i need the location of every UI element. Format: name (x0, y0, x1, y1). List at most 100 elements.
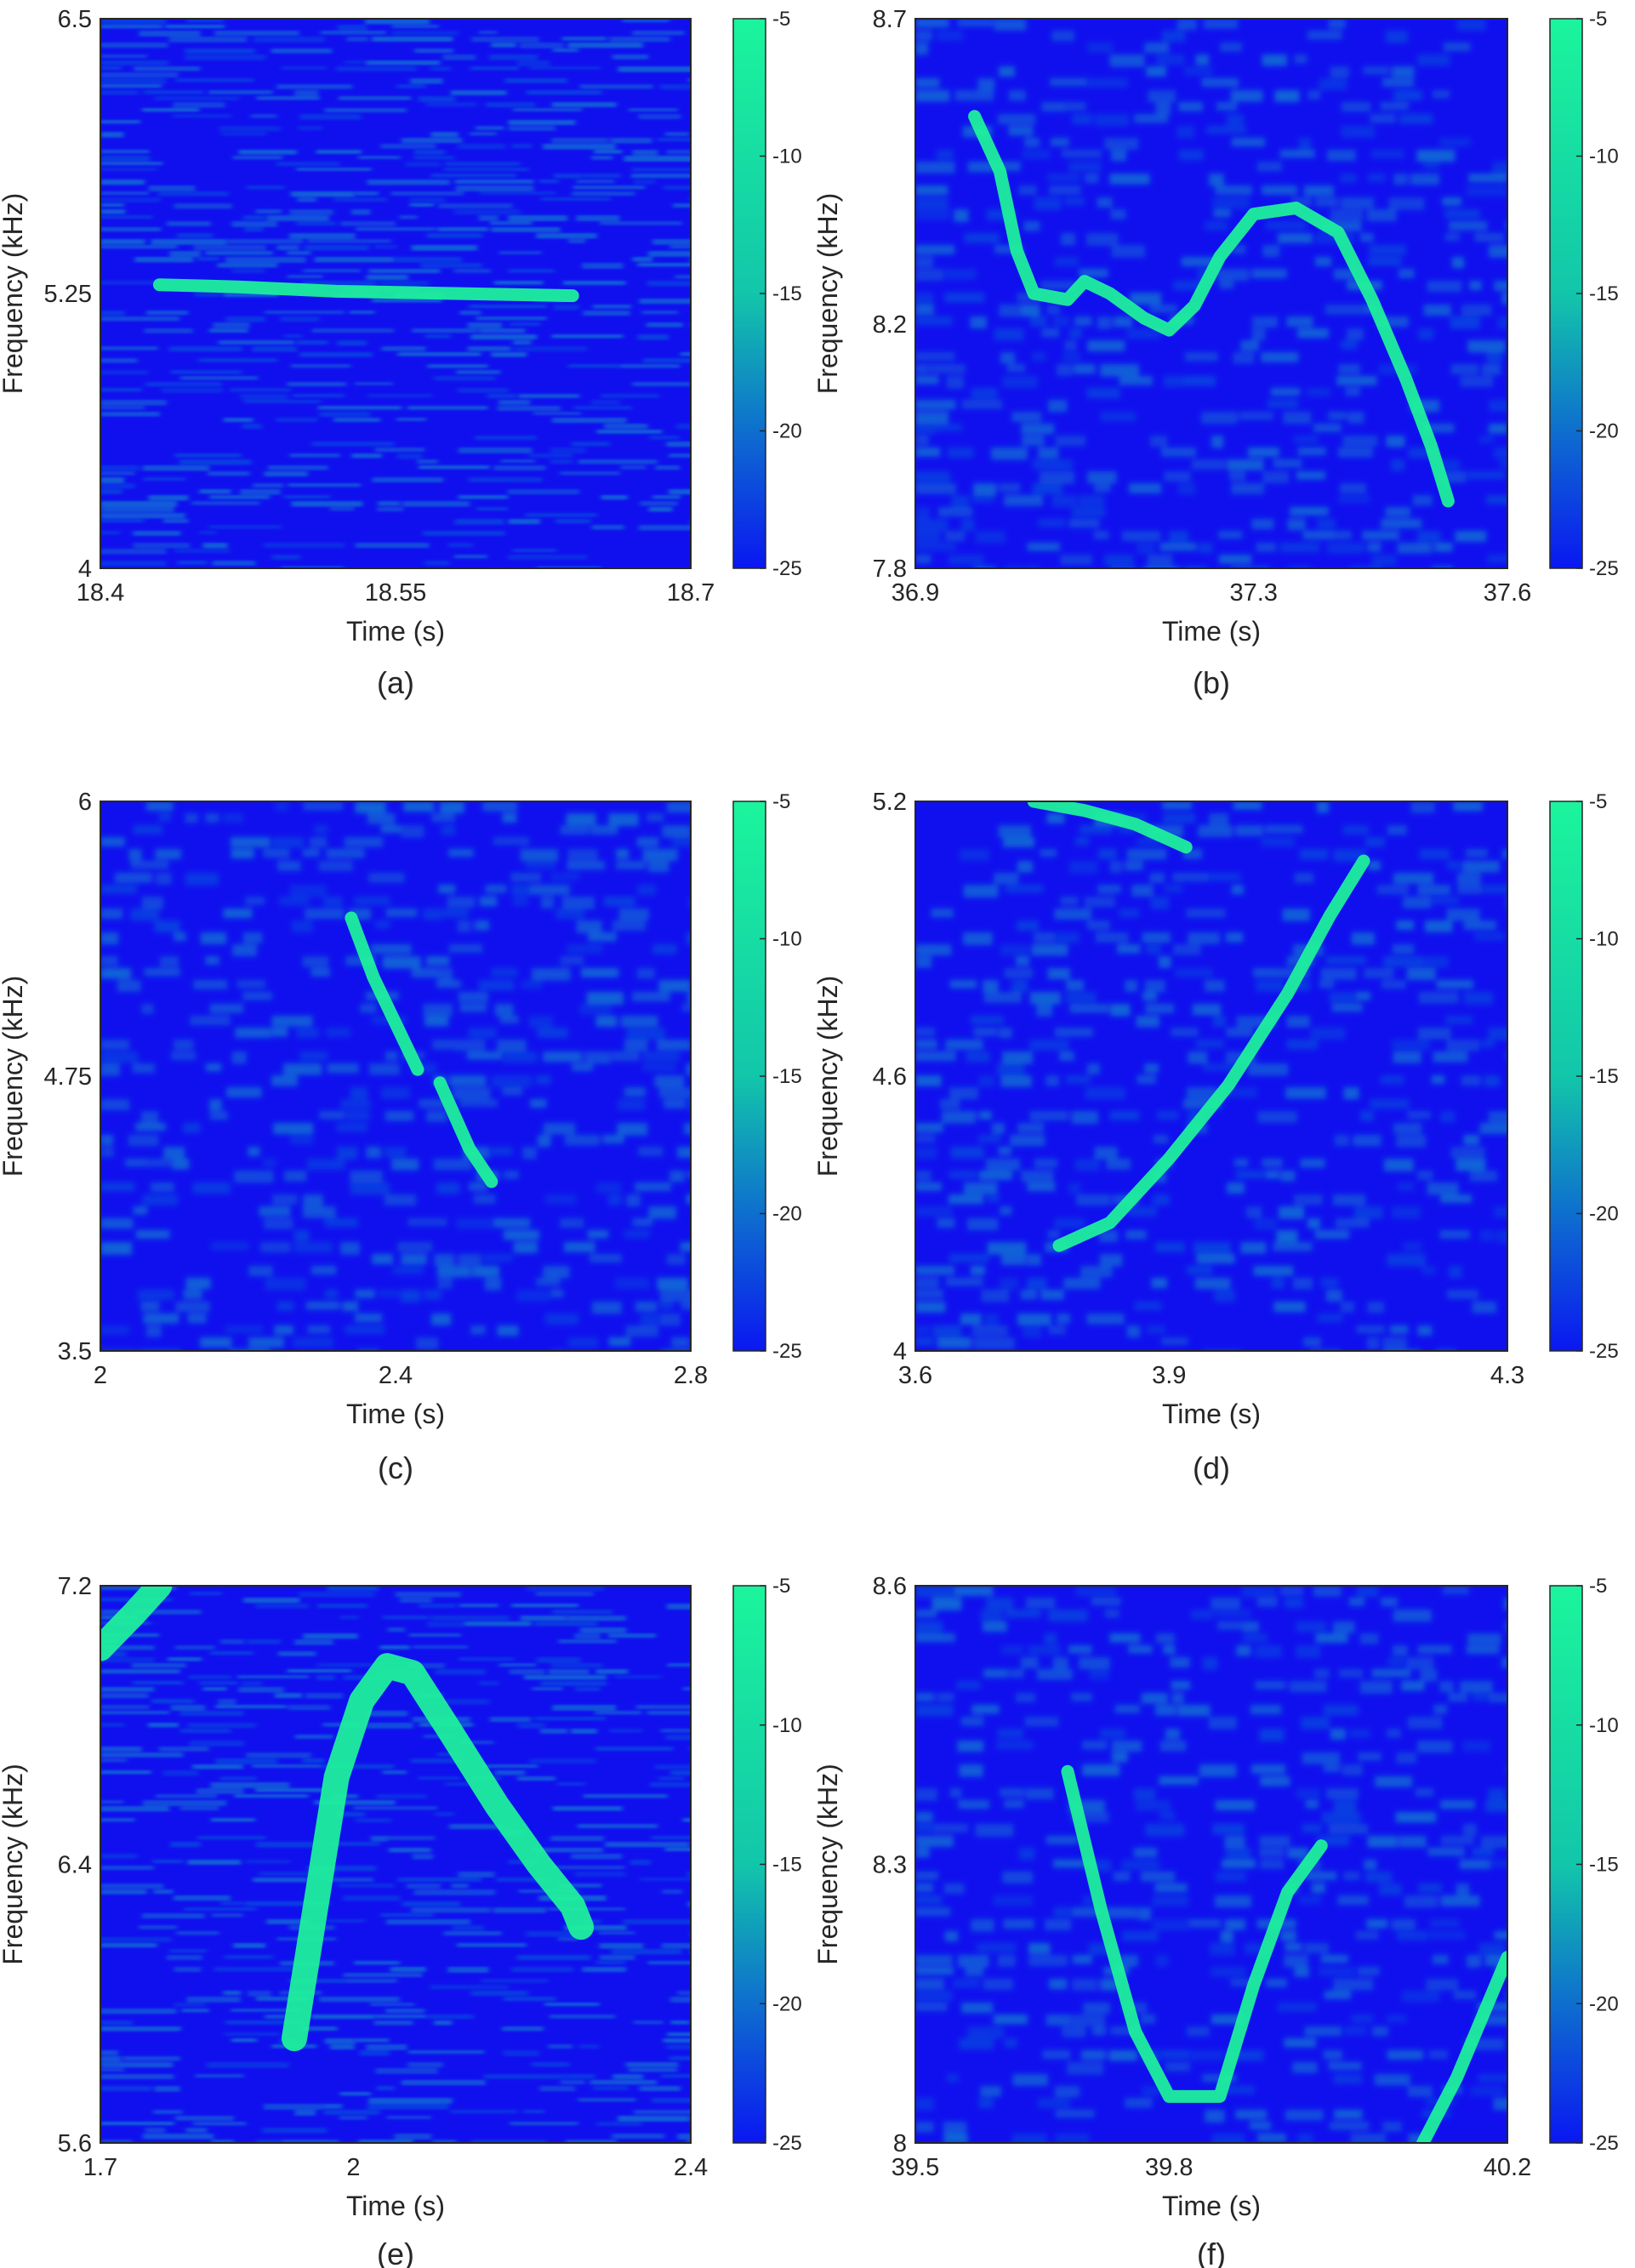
x-tick-label: 37.6 (1484, 579, 1531, 607)
x-tick-label: 18.4 (77, 579, 124, 607)
colorbar-tick-label: -15 (772, 282, 802, 305)
x-axis-label: Time (s) (346, 1399, 445, 1429)
noise-texture (915, 801, 1507, 1351)
panel-caption: (b) (1193, 665, 1230, 700)
colorbar-tick-label: -20 (772, 1992, 802, 2015)
colorbar-tick-label: -5 (1589, 790, 1607, 813)
ridge-group (152, 278, 579, 303)
plot-frame (914, 801, 1508, 1352)
panel-e: 1.7 2 2.4 5.6 6.4 7.2 Time (s) Frequency (kHz) -… (0, 1573, 802, 2268)
panel-caption: (c) (378, 1450, 413, 1485)
y-tick-label: 4 (78, 556, 92, 583)
heatmap-background (915, 1586, 1507, 2143)
y-tick-label: 3.5 (58, 1338, 92, 1365)
panel-caption: (d) (1193, 1450, 1230, 1485)
panel-f: 39.5 39.8 40.2 8 8.3 8.6 Time (s) Frequency (kH… (812, 1573, 1619, 2268)
signal-ridge (1052, 854, 1370, 1252)
colorbar-tick-label: -15 (1589, 1065, 1619, 1088)
x-tick-label: 4.3 (1490, 1362, 1524, 1389)
y-tick-label: 6 (78, 789, 92, 816)
colorbar-tick-label: -10 (772, 145, 802, 168)
colorbar-tick-label: -10 (1589, 928, 1619, 951)
x-axis-label: Time (s) (346, 616, 445, 647)
ridge-group (1061, 1764, 1507, 2143)
panel-caption: (e) (377, 2237, 414, 2268)
heatmap-background (915, 19, 1507, 568)
x-tick-label: 18.55 (365, 579, 427, 607)
colorbar-tick-label: -10 (1589, 1714, 1619, 1737)
y-tick-label: 4 (893, 1338, 907, 1365)
panel-a: 18.4 18.55 18.7 4 5.25 6.5 Time (s) Frequency (… (0, 6, 802, 700)
x-tick-label: 3.6 (898, 1362, 932, 1389)
panel-caption: (f) (1197, 2237, 1226, 2268)
x-tick-label: 39.8 (1145, 2154, 1193, 2181)
y-tick-label: 8.2 (873, 311, 907, 339)
colorbar-tick-label: -25 (1589, 1340, 1619, 1363)
x-tick-label: 39.5 (892, 2154, 939, 2181)
y-tick-label: 5.25 (44, 281, 92, 308)
colorbar-tick-label: -5 (772, 1575, 790, 1598)
ridge-group (100, 1586, 595, 2052)
x-tick-label: 2.4 (674, 2154, 708, 2181)
x-tick-label: 2.8 (674, 1362, 708, 1389)
y-tick-label: 8.6 (873, 1573, 907, 1600)
x-tick-label: 37.3 (1229, 579, 1277, 607)
x-tick-label: 2 (346, 2154, 360, 2181)
x-axis-label: Time (s) (346, 2191, 445, 2221)
x-axis-label: Time (s) (1162, 2191, 1261, 2221)
signal-ridge (100, 1586, 173, 1661)
x-axis-label: Time (s) (1162, 1399, 1261, 1429)
colorbar-tick-label: -25 (772, 2132, 802, 2155)
y-tick-label: 6.5 (58, 6, 92, 33)
x-tick-label: 2.4 (379, 1362, 413, 1389)
colorbar-tick-label: -5 (772, 8, 790, 31)
noise-texture (100, 19, 691, 568)
colorbar-tick-label: -10 (1589, 145, 1619, 168)
signal-ridge (968, 110, 1455, 508)
y-tick-label: 4.6 (873, 1063, 907, 1091)
colorbar-tick-label: -15 (772, 1065, 802, 1088)
colorbar-tick-label: -25 (1589, 2132, 1619, 2155)
x-tick-label: 3.9 (1152, 1362, 1186, 1389)
colorbar-tick-label: -20 (772, 420, 802, 443)
signal-ridge (1061, 1764, 1328, 2103)
colorbar-tick-label: -25 (772, 1340, 802, 1363)
panel-c: 2 2.4 2.8 3.5 4.75 6 Time (s) Frequency (kHz) -5… (0, 789, 802, 1485)
x-tick-label: 18.7 (667, 579, 715, 607)
colorbar-tick-label: -20 (1589, 1203, 1619, 1226)
colorbar-tick-label: -20 (1589, 420, 1619, 443)
colorbar-tick-label: -10 (772, 928, 802, 951)
y-tick-label: 8.7 (873, 6, 907, 33)
y-tick-label: 5.2 (873, 789, 907, 816)
colorbar-tick-label: -15 (772, 1854, 802, 1877)
signal-ridge (152, 278, 579, 303)
colorbar-tick-label: -25 (1589, 557, 1619, 580)
plot-frame (100, 801, 692, 1352)
colorbar-tick-label: -5 (1589, 1575, 1607, 1598)
y-tick-label: 8.3 (873, 1852, 907, 1879)
y-axis-label: Frequency (kHz) (812, 976, 843, 1177)
x-tick-label: 36.9 (892, 579, 939, 607)
y-tick-label: 5.6 (58, 2130, 92, 2157)
colorbar-tick-label: -20 (1589, 1992, 1619, 2015)
panel-b: 36.9 37.3 37.6 7.8 8.2 8.7 Time (s) Frequency (… (812, 6, 1619, 700)
y-axis-label: Frequency (kHz) (0, 1764, 28, 1965)
y-tick-label: 6.4 (58, 1852, 92, 1879)
noise-texture (100, 801, 691, 1351)
colorbar-tick-label: -20 (772, 1203, 802, 1226)
signal-ridge (282, 1653, 595, 2052)
y-tick-label: 4.75 (44, 1063, 92, 1091)
y-tick-label: 8 (893, 2130, 907, 2157)
colorbar-tick-label: -5 (772, 790, 790, 813)
colorbar-tick-label: -15 (1589, 282, 1619, 305)
ridge-group (968, 110, 1455, 508)
signal-ridge (433, 1076, 498, 1188)
x-tick-label: 1.7 (83, 2154, 117, 2181)
ridge-group (1027, 801, 1370, 1252)
y-axis-label: Frequency (kHz) (0, 193, 28, 395)
noise-texture (100, 1586, 691, 2143)
plot-frame (914, 1585, 1508, 2144)
panel-d: 3.6 3.9 4.3 4 4.6 5.2 Time (s) Frequency (kHz) -… (812, 789, 1619, 1485)
plot-frame (914, 18, 1508, 569)
signal-ridge (345, 911, 424, 1076)
